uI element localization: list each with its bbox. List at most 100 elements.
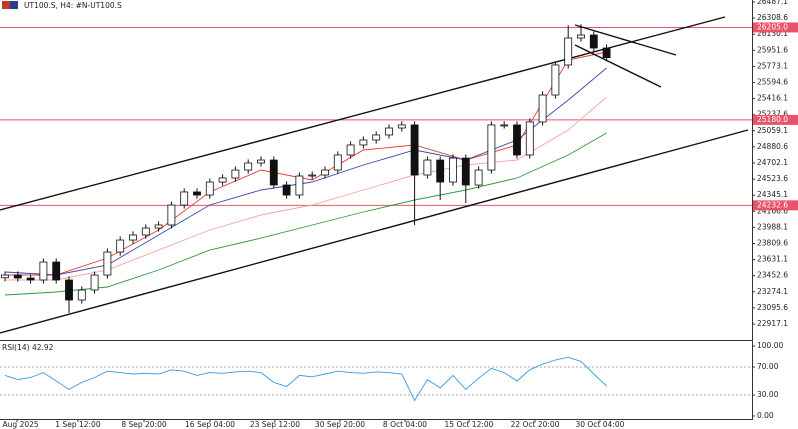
y-tick-label: 26308.6 bbox=[757, 13, 788, 22]
y-tick-label: 24523.6 bbox=[757, 174, 788, 183]
candle-body bbox=[65, 279, 73, 301]
candle-body bbox=[513, 124, 521, 156]
candle-body bbox=[359, 139, 368, 146]
level-label-bg bbox=[753, 22, 798, 33]
candle-body bbox=[129, 234, 137, 241]
candle-body bbox=[346, 144, 355, 156]
y-tick-label: 24166.6 bbox=[757, 206, 788, 215]
candle-body bbox=[423, 159, 432, 176]
y-tick-label: 25416.1 bbox=[757, 94, 788, 103]
y-tick-label: 24345.1 bbox=[757, 190, 788, 199]
candle-body bbox=[551, 64, 560, 96]
symbol-icon bbox=[10, 1, 18, 9]
candle-body bbox=[321, 169, 329, 176]
y-tick-label: 23452.6 bbox=[757, 271, 788, 280]
candle-body bbox=[154, 224, 163, 229]
candle-body bbox=[410, 124, 419, 176]
candle-body bbox=[244, 162, 253, 171]
x-tick-label: 16 Sep 04:00 bbox=[185, 420, 235, 429]
candle-body bbox=[167, 204, 176, 226]
y-tick-label: 22917.1 bbox=[757, 319, 788, 328]
level-label-bg bbox=[753, 114, 798, 125]
y-tick-label: 23809.6 bbox=[757, 239, 788, 248]
y-tick-label: 26130.1 bbox=[757, 29, 788, 38]
candle-body bbox=[39, 261, 48, 281]
candle-body bbox=[385, 127, 393, 136]
y-tick-label: 23988.1 bbox=[757, 222, 788, 231]
x-tick-label: 8 Oct 04:00 bbox=[383, 420, 427, 429]
candle-body bbox=[449, 157, 457, 183]
candle-body bbox=[474, 169, 483, 186]
level-label-bg bbox=[753, 200, 798, 211]
candle-body bbox=[308, 174, 317, 177]
candle-body bbox=[269, 159, 278, 186]
trendline bbox=[574, 44, 662, 88]
y-tick-label: 23095.6 bbox=[757, 303, 788, 312]
candle-body bbox=[13, 274, 22, 279]
y-tick-label: 25594.6 bbox=[757, 78, 788, 87]
y-tick-label: 25059.1 bbox=[757, 126, 788, 135]
candle-body bbox=[26, 277, 35, 281]
x-tick-label: 30 Sep 20:00 bbox=[315, 420, 365, 429]
candle-body bbox=[333, 154, 342, 171]
y-tick-label: 25237.6 bbox=[757, 110, 788, 119]
x-tick-label: 8 Sep 20:00 bbox=[121, 420, 167, 429]
trendline bbox=[0, 129, 749, 334]
y-tick-label: 24702.1 bbox=[757, 158, 788, 167]
rsi-y-tick-label: 0.00 bbox=[757, 411, 774, 420]
candle-body bbox=[141, 227, 150, 236]
candle-body bbox=[180, 191, 189, 206]
candle-body bbox=[525, 121, 534, 156]
x-tick-label: 1 Sep 12:00 bbox=[55, 420, 101, 429]
trendline bbox=[574, 24, 677, 56]
y-tick-label: 24880.6 bbox=[757, 142, 788, 151]
chart-title: UT100.S, H4: #N-UT100.S bbox=[24, 1, 122, 10]
candle-body bbox=[205, 181, 214, 196]
candle-body bbox=[193, 191, 201, 196]
x-tick-label: 22 Oct 20:00 bbox=[511, 420, 560, 429]
candle-body bbox=[116, 239, 125, 253]
rsi-title: RSI(14) 42.92 bbox=[2, 343, 54, 352]
candle-body bbox=[461, 157, 470, 186]
candle-body bbox=[218, 177, 227, 183]
y-tick-label: 25773.1 bbox=[757, 61, 788, 70]
candle-body bbox=[282, 184, 291, 196]
symbol-icon bbox=[2, 1, 10, 9]
x-tick-label: 5 Aug 2025 bbox=[0, 420, 39, 429]
rsi-y-tick-label: 70.00 bbox=[757, 362, 779, 371]
candle-body bbox=[602, 47, 611, 59]
rsi-y-tick-label: 30.00 bbox=[757, 390, 779, 399]
candle-body bbox=[1, 274, 9, 279]
candle-body bbox=[103, 251, 112, 276]
candle-body bbox=[589, 34, 598, 49]
candle-body bbox=[577, 34, 585, 39]
x-tick-label: 23 Sep 12:00 bbox=[250, 420, 300, 429]
candle-body bbox=[436, 159, 445, 183]
candle-body bbox=[487, 124, 496, 171]
candle-body bbox=[52, 261, 61, 281]
level-label: 25180.0 bbox=[757, 115, 788, 124]
moving-average bbox=[4, 132, 607, 296]
candle-body bbox=[538, 94, 547, 123]
candle-body bbox=[90, 274, 99, 291]
candle-body bbox=[295, 175, 304, 196]
y-tick-label: 23274.1 bbox=[757, 287, 788, 296]
level-label: 24232.6 bbox=[757, 200, 788, 209]
x-tick-label: 15 Oct 12:00 bbox=[445, 420, 494, 429]
candle-body bbox=[564, 37, 573, 66]
y-tick-label: 23631.1 bbox=[757, 255, 788, 264]
rsi-y-tick-label: 100.00 bbox=[757, 341, 783, 350]
rsi-line bbox=[4, 356, 607, 402]
candle-body bbox=[231, 169, 240, 179]
candle-body bbox=[257, 159, 265, 164]
level-label: 26205.0 bbox=[757, 22, 788, 31]
candle-body bbox=[500, 124, 509, 127]
x-tick-label: 30 Oct 04:00 bbox=[575, 420, 624, 429]
candle-body bbox=[77, 289, 86, 301]
candle-body bbox=[397, 124, 406, 129]
y-tick-label: 26487.1 bbox=[757, 0, 788, 6]
y-tick-label: 25951.6 bbox=[757, 45, 788, 54]
candle-body bbox=[372, 134, 381, 141]
